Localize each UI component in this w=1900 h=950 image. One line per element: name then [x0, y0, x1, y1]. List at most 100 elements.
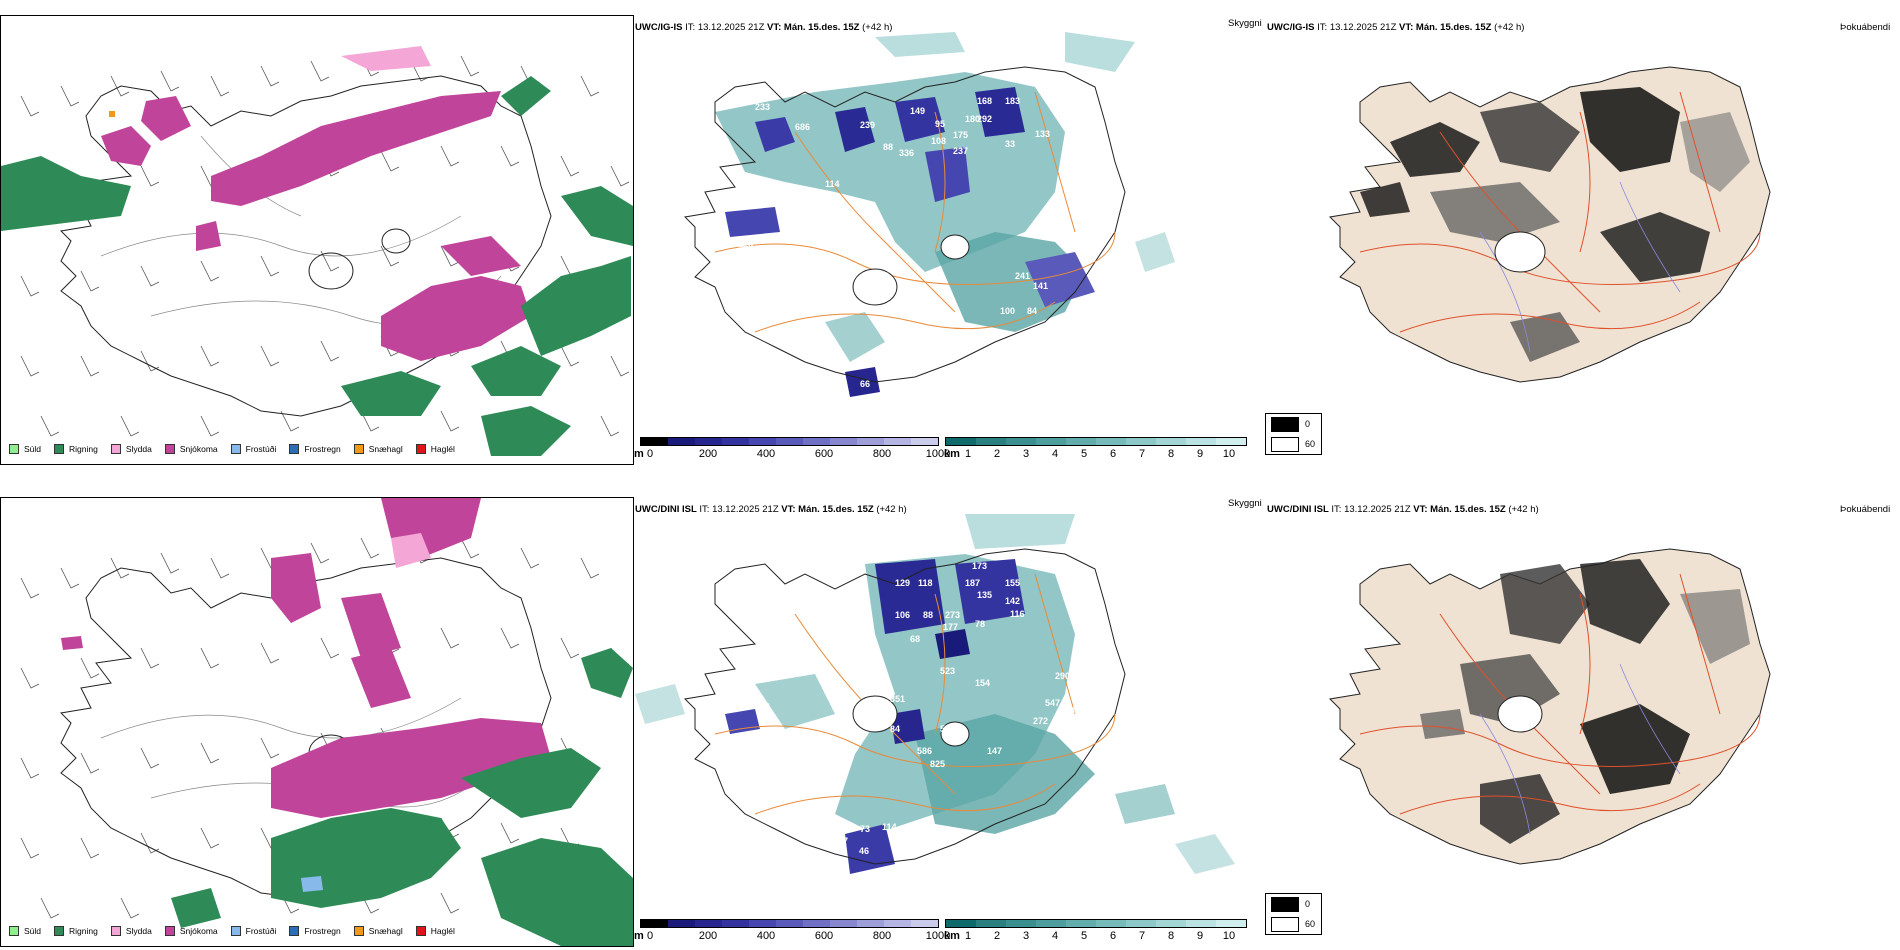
visibility-unit: km [944, 930, 960, 942]
cloud-label: 846 [1070, 686, 1085, 696]
cloud-label: 66 [860, 379, 870, 389]
ceiling-ticks: 0 200 400 600 800 1000 [646, 448, 951, 460]
cbar-cell [884, 920, 911, 927]
fog-legend-row: 0 [1266, 414, 1321, 434]
legend-item: Haglél [415, 444, 455, 454]
cloud-label: 33 [1005, 139, 1015, 149]
fog-swatch [1271, 416, 1299, 432]
cloud-label: 272 [1033, 716, 1048, 726]
cloud-label: 108 [931, 136, 946, 146]
cloud-label: 118 [918, 578, 933, 588]
cloud-label: 8 [687, 242, 692, 252]
cloud-label: 78 [865, 354, 875, 364]
cbar-cell [946, 920, 976, 927]
coastline [683, 66, 1126, 383]
cbar-cell [1186, 920, 1216, 927]
legend-item: Snæhagl [353, 926, 403, 936]
ceiling-colorbar [640, 919, 939, 928]
cbar-cell [1066, 920, 1096, 927]
fog-legend-row: 60 [1266, 914, 1321, 934]
fog-map-bottom[interactable] [1280, 514, 1900, 914]
legend-item: Frostúði [230, 926, 276, 936]
cbar-cell [803, 920, 830, 927]
legend-item: Slydda [110, 444, 152, 454]
cbar-cell [911, 920, 938, 927]
rivers [1479, 181, 1681, 353]
cloud-label: 237 [953, 146, 968, 156]
fog-header-bottom: UWC/DINI ISL IT: 13.12.2025 21Z VT: Mán.… [1267, 504, 1539, 515]
cloud-label: 114 [882, 822, 897, 832]
legend-item: Slydda [110, 926, 152, 936]
cbar-cell [884, 438, 911, 445]
cloud-label: 187 [965, 578, 980, 588]
swatch [289, 926, 300, 936]
cbar-cell [1186, 438, 1216, 445]
precip-legend: Súld Rigning Slydda Snjókoma Frostúði Fr… [9, 444, 468, 454]
visibility-unit: km [944, 448, 960, 460]
cbar-cell [1216, 438, 1246, 445]
cloud-label: 84 [1027, 306, 1037, 316]
top-row: UWC/IG-IS IT: 13.12.2025 21Z VT: Mán. 15… [0, 0, 1900, 470]
cloud-header-top: UWC/IG-IS IT: 13.12.2025 21Z VT: Mán. 15… [635, 22, 893, 33]
precip-legend: Súld Rigning Slydda Snjókoma Frostúði Fr… [9, 926, 468, 936]
swatch [415, 926, 426, 936]
cloud-map-bottom[interactable]: 129 118 173 187 135 155 142 116 106 88 2… [635, 514, 1255, 914]
swatch [353, 926, 364, 936]
cbar-cell [976, 920, 1006, 927]
swatch [353, 444, 364, 454]
glacier-outline [852, 695, 898, 733]
cbar-cell [830, 438, 857, 445]
cloud-label: 7 [843, 836, 848, 846]
cbar-cell [1036, 920, 1066, 927]
ceiling-unit: m [634, 930, 644, 942]
cloud-label: 100 [1000, 306, 1015, 316]
cloud-map-top[interactable]: 686 183 239 149 95 168 233 180 88 336 10… [635, 32, 1255, 432]
cbar-cell [722, 438, 749, 445]
cbar-cell [749, 438, 776, 445]
cbar-cell [722, 920, 749, 927]
precip-type-map-top[interactable]: Súld Rigning Slydda Snjókoma Frostúði Fr… [0, 15, 634, 465]
cloud-label: 133 [1035, 129, 1050, 139]
glacier-outline [940, 721, 970, 747]
visibility-ticks: 1 2 3 4 5 6 7 8 9 10 [964, 930, 1236, 942]
visibility-colorbar [945, 919, 1247, 928]
glacier-outline [1497, 695, 1543, 733]
cbar-cell [803, 438, 830, 445]
coastline [59, 557, 552, 899]
cloud-label: 135 [977, 590, 992, 600]
precip-type-map-bottom[interactable]: Súld Rigning Slydda Snjókoma Frostúði Fr… [0, 497, 634, 947]
cloud-label: 106 [895, 610, 910, 620]
cloud-label: 57 [811, 224, 821, 234]
swatch [415, 444, 426, 454]
cloud-label: 290 [1055, 671, 1070, 681]
cbar-cell [1036, 438, 1066, 445]
cbar-cell [749, 920, 776, 927]
glacier-outline [308, 252, 354, 290]
cbar-cell [1006, 920, 1036, 927]
fog-title-bottom: Þokuábendi [1840, 504, 1891, 515]
cloud-label: 73 [860, 824, 870, 834]
fog-header-top: UWC/IG-IS IT: 13.12.2025 21Z VT: Mán. 15… [1267, 22, 1525, 33]
cloud-label: 183 [1005, 96, 1020, 106]
cbar-cell [857, 920, 884, 927]
cbar-cell [830, 920, 857, 927]
cbar-cell [668, 920, 695, 927]
cbar-cell [668, 438, 695, 445]
swatch [54, 926, 65, 936]
cloud-title-top: Skyggni [1228, 18, 1262, 29]
fog-title-top: Þokuábendi [1840, 22, 1891, 33]
coastline [683, 548, 1126, 865]
swatch [230, 926, 241, 936]
ceiling-unit: m [634, 448, 644, 460]
legend-item: Rigning [54, 926, 98, 936]
visibility-colorbar [945, 437, 1247, 446]
cloud-label: 233 [755, 102, 770, 112]
precip-areas [1, 46, 633, 456]
fog-map-top[interactable] [1280, 32, 1900, 432]
cloud-label: 586 [917, 746, 932, 756]
cbar-cell [1096, 920, 1126, 927]
swatch [164, 444, 175, 454]
cbar-cell [1126, 438, 1156, 445]
legend-item: Súld [9, 926, 41, 936]
cloud-label: 46 [859, 846, 869, 856]
